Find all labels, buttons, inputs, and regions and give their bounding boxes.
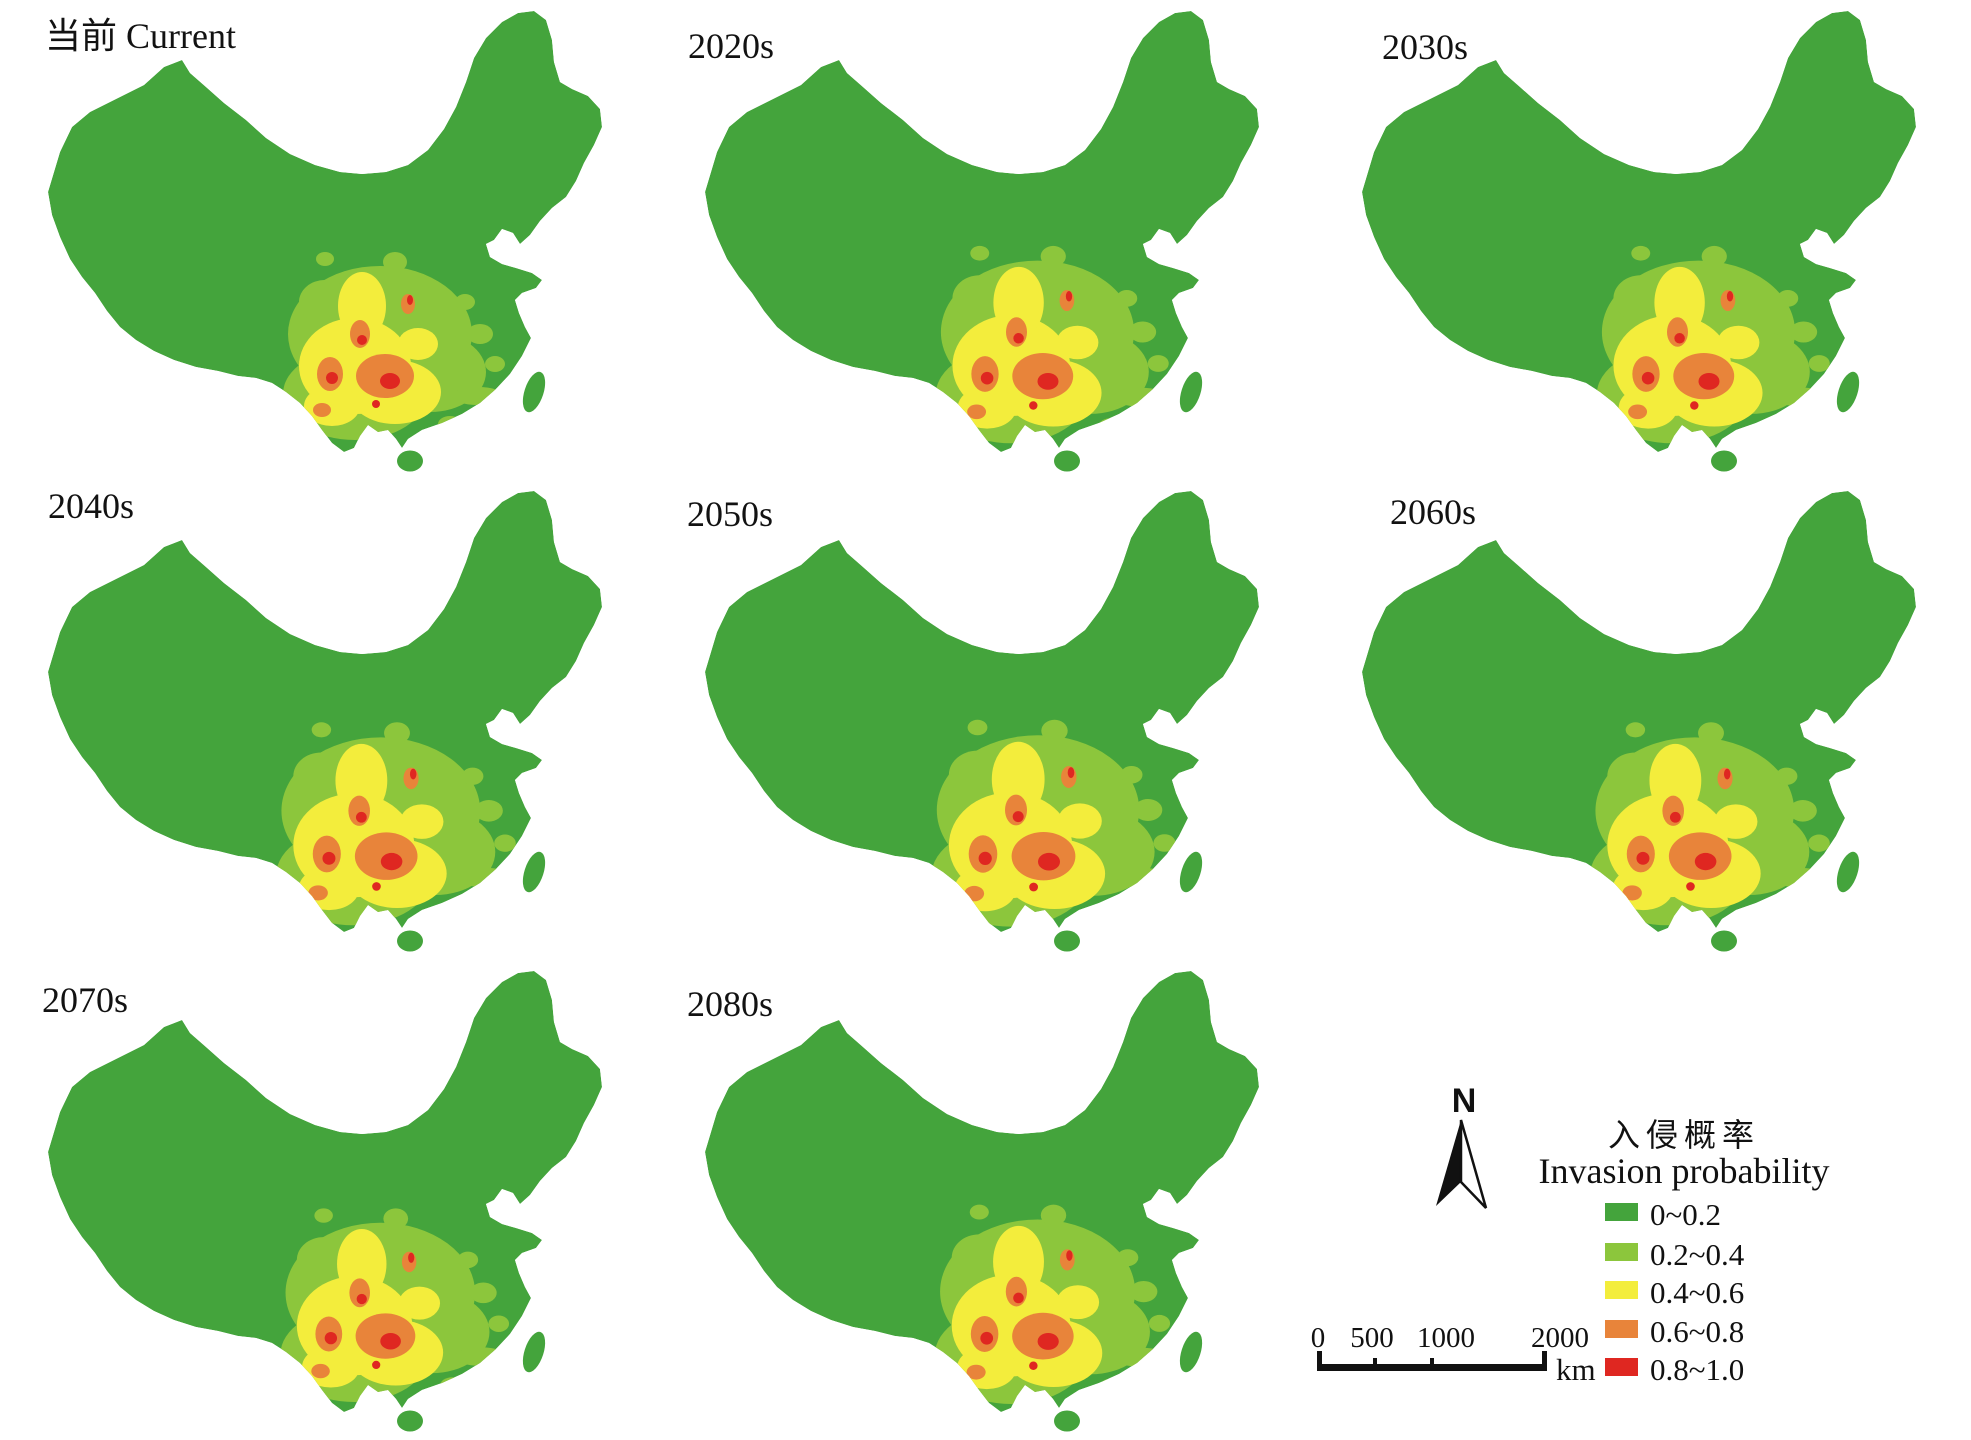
map-panel-2060s: 2060s — [1314, 480, 1971, 960]
china-map — [705, 491, 1259, 952]
legend-swatch — [1605, 1281, 1638, 1299]
map-panel-current: 当前 Current — [0, 0, 657, 480]
map-panel-2030s: 2030s — [1314, 0, 1971, 480]
map-panel-2040s: 2040s — [0, 480, 657, 960]
panel-label: 2070s — [42, 980, 129, 1020]
panel-label: 当前 Current — [45, 16, 236, 56]
legend-swatch — [1605, 1358, 1638, 1376]
china-map — [1362, 491, 1916, 952]
legend-range-label: 0.4~0.6 — [1650, 1275, 1745, 1310]
china-map — [48, 11, 602, 472]
scalebar-tick-label: 1000 — [1417, 1322, 1475, 1354]
panel-label: 2080s — [687, 984, 774, 1024]
legend-swatch — [1605, 1203, 1638, 1221]
legend-range-label: 0~0.2 — [1650, 1197, 1722, 1232]
scale-bar-tick — [1373, 1358, 1377, 1371]
china-map — [705, 11, 1259, 472]
map-panel-2080s: 2080s — [657, 960, 1314, 1440]
legend-range-label: 0.2~0.4 — [1650, 1237, 1745, 1272]
north-arrow-label: N — [1451, 1082, 1477, 1120]
legend-title-en: Invasion probability — [1538, 1151, 1830, 1191]
panel-label: 2060s — [1390, 492, 1477, 532]
china-map — [48, 971, 602, 1432]
north-arrow-icon — [1436, 1119, 1488, 1209]
scalebar-tick-label: 500 — [1350, 1322, 1394, 1354]
panel-label: 2040s — [48, 486, 135, 526]
china-map — [48, 491, 602, 952]
scale-bar-tick — [1317, 1351, 1322, 1371]
map-panel-2050s: 2050s — [657, 480, 1314, 960]
china-map — [705, 971, 1259, 1432]
legend-range-label: 0.6~0.8 — [1650, 1314, 1745, 1349]
panel-label: 2020s — [688, 26, 775, 66]
legend-area: N 入侵概率 Invasion probability 0~0.2 0.2~0.… — [1310, 960, 1971, 1440]
scale-bar — [1317, 1351, 1547, 1371]
scale-bar-tick — [1542, 1351, 1547, 1371]
scale-bar-tick — [1430, 1358, 1434, 1371]
legend-swatch — [1605, 1243, 1638, 1261]
legend-range-label: 0.8~1.0 — [1650, 1352, 1745, 1387]
legend-title-zh: 入侵概率 — [1607, 1117, 1760, 1153]
panel-label: 2050s — [687, 494, 774, 534]
panel-label: 2030s — [1382, 27, 1469, 67]
map-panel-2020s: 2020s — [657, 0, 1314, 480]
scalebar-tick-label: 0 — [1310, 1322, 1326, 1354]
map-panel-2070s: 2070s — [0, 960, 657, 1440]
scalebar-tick-label: 2000 — [1531, 1322, 1589, 1354]
scalebar-unit-label: km — [1556, 1352, 1596, 1387]
legend-swatch — [1605, 1320, 1638, 1338]
china-map — [1362, 11, 1916, 472]
